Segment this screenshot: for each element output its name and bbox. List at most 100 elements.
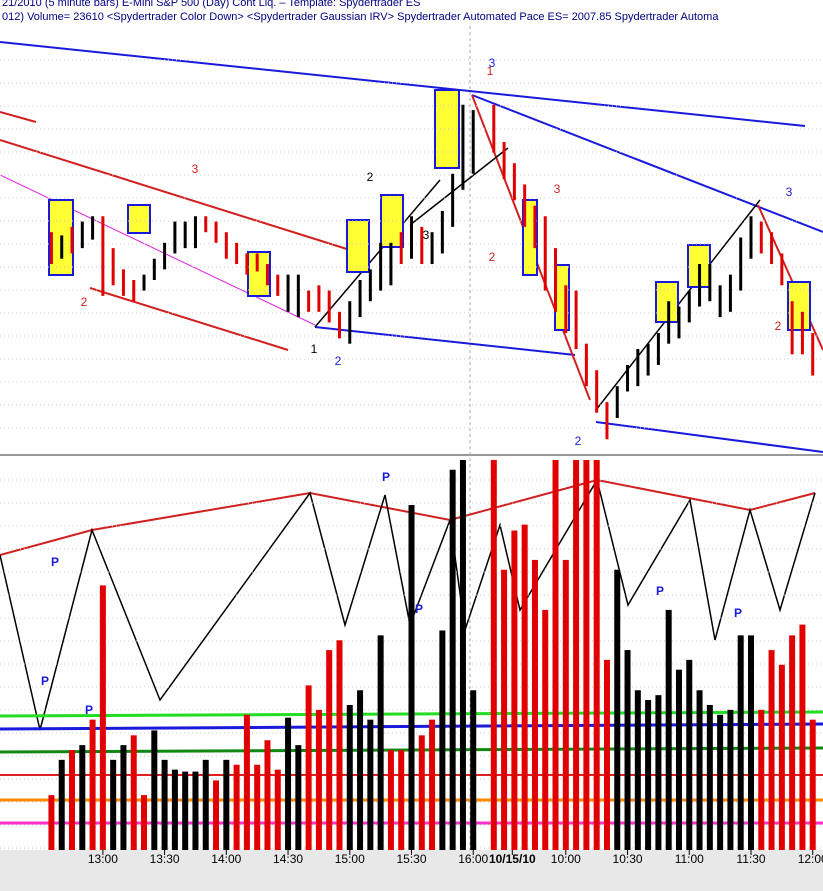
volume-bar [789,635,796,850]
volume-bar [634,690,641,850]
volume-bar [521,524,528,850]
volume-bar [511,530,518,850]
annotation: 2 [489,250,496,264]
highlight-box [127,204,151,234]
x-tick-label: 11:00 [675,852,704,866]
volume-bar [99,585,106,850]
volume-bar [377,635,384,850]
x-axis-bar [0,850,823,891]
header-bar [0,0,823,26]
trend-line [314,179,441,328]
trend-line [0,111,37,123]
trend-line [314,326,576,356]
volume-bar [706,704,713,850]
volume-bar [614,569,621,850]
volume-bar [326,650,333,850]
volume-bar [264,740,271,850]
x-tick-label: 13:30 [150,852,180,866]
trend-line [0,139,351,251]
volume-bar [593,459,600,850]
annotation: P [51,555,59,569]
volume-bar [737,635,744,850]
volume-bar [717,714,724,850]
volume-bar [418,735,425,850]
volume-bar [429,719,436,850]
annotation: 2 [575,434,582,448]
volume-bar [141,795,148,850]
x-tick-label: 11:30 [736,852,765,866]
volume-bar [675,669,682,850]
annotation: P [415,602,423,616]
trend-line [471,94,823,233]
volume-bar [562,559,569,850]
header-line-1: 21/2010 (5 minute bars) E-Mini S&P 500 (… [2,0,420,9]
volume-bar [778,664,785,850]
annotation: 2 [81,295,88,309]
annotation: 1 [487,64,494,78]
volume-bar [192,771,199,850]
volume-bar [809,719,816,850]
annotation: P [41,674,49,688]
volume-bar [727,709,734,850]
annotation: P [656,584,664,598]
volume-bar [285,717,292,850]
volume-bar [161,759,168,850]
volume-bar [624,650,631,850]
volume-bar [583,459,590,850]
volume-bar [552,459,559,850]
volume-bar [89,719,96,850]
highlight-box [434,89,460,169]
x-tick-label: 10:30 [613,852,643,866]
volume-bar [130,735,137,850]
volume-bar [274,769,281,850]
annotation: 2 [367,170,374,184]
volume-bar [501,569,508,850]
annotation: 3 [423,228,430,242]
volume-bar [531,559,538,850]
volume-bar [408,505,415,850]
header-line-2: 012) Volume= 23610 <Spydertrader Color D… [2,11,719,23]
volume-bar [645,700,652,850]
volume-bar [336,640,343,850]
volume-bar [459,459,466,850]
highlight-box [655,281,679,323]
volume-bar [686,659,693,850]
annotation: 1 [311,342,318,356]
volume-bar [439,630,446,850]
volume-bar [799,624,806,850]
volume-bar [110,759,117,850]
volume-bar [151,730,158,850]
volume-bar [603,659,610,850]
volume-bar [48,795,55,850]
volume-bar [120,745,127,850]
trend-line [89,287,289,351]
annotation: P [734,606,742,620]
volume-bar [223,759,230,850]
x-tick-label: 12:00 [798,852,823,866]
volume-bar [58,759,65,850]
trend-line [409,147,509,226]
volume-bar [202,759,209,850]
volume-bar [768,650,775,850]
x-tick-label: 14:30 [273,852,303,866]
volume-bar [79,745,86,850]
volume-bar [233,764,240,850]
annotation: 3 [786,185,793,199]
volume-bar [398,750,405,850]
trend-line [0,41,806,127]
annotation: P [85,703,93,717]
volume-bar [367,719,374,850]
annotation: P [382,470,390,484]
volume-bar [346,704,353,850]
annotation: 3 [192,162,199,176]
annotation: 3 [489,56,496,70]
volume-bar [387,750,394,850]
volume-bar [213,780,220,850]
x-tick-label: 13:00 [88,852,118,866]
volume-bar [315,709,322,850]
volume-bar [696,690,703,850]
highlight-box [346,219,370,273]
x-tick-label: 15:30 [396,852,426,866]
volume-bar [490,459,497,850]
